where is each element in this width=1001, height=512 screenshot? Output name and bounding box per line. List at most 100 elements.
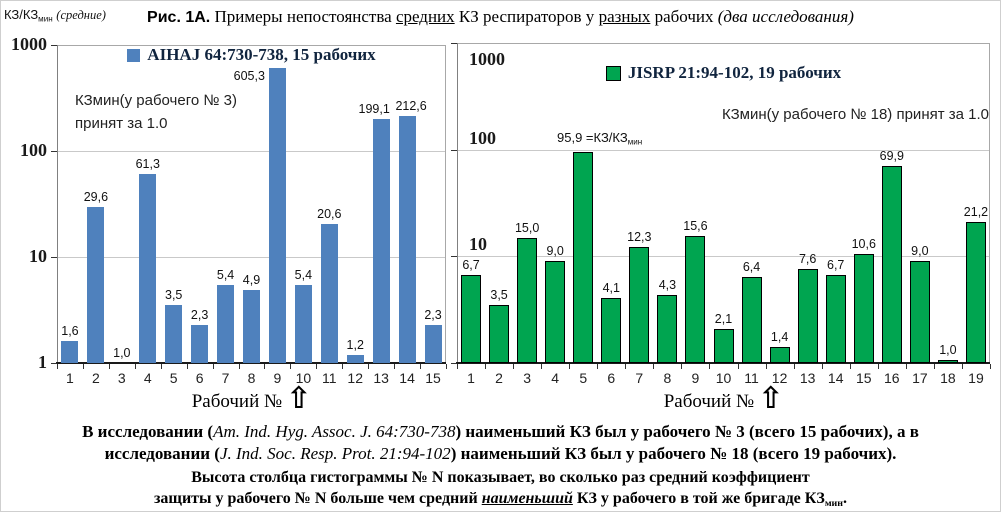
x-tick xyxy=(134,364,136,369)
x-tick-label: 12 xyxy=(347,370,364,386)
bar-worker-17 xyxy=(909,261,930,363)
x-tick xyxy=(160,364,162,369)
annotation-line: КЗмин(у рабочего № 3) xyxy=(75,92,237,109)
bar-value-label: 1,0 xyxy=(939,343,957,357)
text-part: ) наименьший КЗ был у рабочего № 3 (всег… xyxy=(455,422,919,441)
x-tick xyxy=(625,364,627,369)
gridline xyxy=(58,257,445,258)
caption-paragraph-1: В исследовании (Am. Ind. Hyg. Assoc. J. … xyxy=(1,421,1000,465)
kz-min-annotation: КЗмин(у рабочего № 3) принят за 1.0 xyxy=(75,89,237,135)
text-part: средних xyxy=(395,7,455,26)
legend-swatch-icon xyxy=(127,48,141,62)
bar-value-label: 2,1 xyxy=(714,311,733,326)
x-tick xyxy=(342,364,344,369)
bar-worker-15 xyxy=(853,253,874,363)
gridline xyxy=(458,256,989,258)
bar-value-label: 212,6 xyxy=(395,99,427,114)
x-tick-label: 6 xyxy=(607,370,616,386)
text-part: (два исследования) xyxy=(717,7,854,26)
bar-value-label: 6,7 xyxy=(827,257,845,272)
x-tick xyxy=(394,364,396,369)
up-arrow-icon: ⇧ xyxy=(758,381,784,416)
text-part: наименьший xyxy=(481,490,573,507)
gridline xyxy=(458,149,989,151)
x-tick xyxy=(420,364,422,369)
x-tick xyxy=(653,364,655,369)
bar-value-label: 1,4 xyxy=(770,330,789,345)
bar-worker-11 xyxy=(320,223,338,363)
x-tick-label: 10 xyxy=(295,370,312,386)
bar-value-label: 69,9 xyxy=(879,149,904,164)
x-tick xyxy=(368,364,370,369)
bar-value-label: 4,9 xyxy=(242,272,261,287)
bar-worker-1 xyxy=(61,341,79,363)
caption-line: исследовании (J. Ind. Soc. Resp. Prot. 2… xyxy=(1,443,1000,465)
x-tick-label: 12 xyxy=(771,370,788,386)
text-part: КЗ/КЗ xyxy=(4,7,39,22)
bar-worker-12 xyxy=(346,354,364,363)
x-tick-label: 9 xyxy=(691,370,700,386)
text-part: мин xyxy=(38,14,53,24)
y-tick xyxy=(451,149,457,151)
gridline xyxy=(58,151,445,152)
x-tick xyxy=(905,364,907,369)
x-tick-label: 16 xyxy=(884,370,900,386)
bar-worker-5 xyxy=(573,151,594,363)
bar-value-label: 29,6 xyxy=(83,190,109,205)
y-tick xyxy=(51,151,57,152)
bar-value-label: 61,3 xyxy=(135,156,160,171)
bar-value-label: 12,3 xyxy=(627,229,652,244)
x-tick xyxy=(186,364,188,369)
legend: JISRP 21:94-102, 19 рабочих xyxy=(457,63,990,83)
bar-worker-8 xyxy=(243,289,260,363)
bar-worker-9 xyxy=(685,235,706,363)
x-tick-label: 5 xyxy=(169,370,178,386)
bar-value-label: 6,4 xyxy=(742,260,761,274)
bar-value-label: 1,6 xyxy=(61,324,79,339)
x-tick xyxy=(82,364,84,369)
text-part: рабочих xyxy=(650,7,718,26)
text-part: 95,9 = xyxy=(557,130,594,145)
legend-label: AIHAJ 64:730-738, 15 рабочих xyxy=(147,45,376,64)
bar-value-label: 1,2 xyxy=(346,337,364,352)
x-tick-label: 13 xyxy=(373,370,389,386)
y-tick-label: 1000 xyxy=(11,34,47,54)
x-tick xyxy=(57,364,58,369)
bar-value-label: 7,6 xyxy=(798,252,817,267)
y-axis-note: КЗ/КЗмин (средние) xyxy=(4,7,106,23)
x-tick-label: 4 xyxy=(143,370,152,386)
text-part: ) наименьший КЗ был у рабочего № 18 (все… xyxy=(450,444,897,463)
bar-worker-3 xyxy=(517,237,538,363)
y-tick-label: 100 xyxy=(469,127,496,148)
bar-worker-10 xyxy=(294,285,312,363)
x-tick-label: 8 xyxy=(247,370,256,386)
x-tick xyxy=(961,364,963,369)
bar-value-label: 9,0 xyxy=(546,244,564,259)
x-tick-label: 2 xyxy=(91,370,100,386)
bar-value-label: 4,3 xyxy=(658,278,677,293)
legend: AIHAJ 64:730-738, 15 рабочих xyxy=(57,45,446,65)
x-tick-label: 17 xyxy=(912,370,928,386)
text-part: КЗ/КЗ xyxy=(593,130,628,145)
text-part: . xyxy=(842,490,847,507)
x-tick-label: 9 xyxy=(273,370,282,386)
bar-worker-9 xyxy=(268,68,286,363)
x-tick-label: 8 xyxy=(663,370,672,386)
text-part: разных xyxy=(598,7,651,26)
text-part: КЗ у рабочего в той же бригаде КЗ xyxy=(572,490,825,507)
y-tick-label: 10 xyxy=(469,234,487,255)
y-tick xyxy=(51,45,57,46)
text-part: мин xyxy=(824,497,843,509)
bar-value-label: 3,5 xyxy=(490,287,508,302)
x-tick xyxy=(513,364,515,369)
bar-value-label: 5,4 xyxy=(216,268,235,283)
y-axis-line xyxy=(57,45,58,363)
x-tick xyxy=(264,364,266,369)
y-tick-label: 10 xyxy=(29,246,47,266)
bar-value-label: 9,0 xyxy=(911,244,929,259)
y-axis-line xyxy=(457,43,458,363)
y-tick xyxy=(51,257,57,258)
bar-worker-15 xyxy=(424,324,442,363)
bar-worker-6 xyxy=(191,324,209,363)
